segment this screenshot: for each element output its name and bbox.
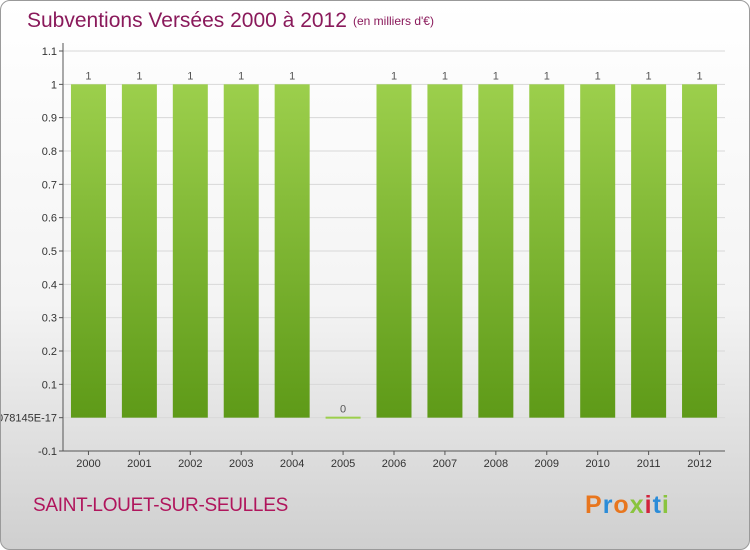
bar-value-label: 1 <box>391 70 397 82</box>
x-tick-label: 2006 <box>382 458 406 470</box>
x-tick-label: 2003 <box>229 458 253 470</box>
bar-value-label: 1 <box>289 70 295 82</box>
bar <box>580 84 615 417</box>
bar <box>529 84 564 417</box>
bar-value-label: 1 <box>136 70 142 82</box>
bar-value-label: 1 <box>85 70 91 82</box>
logo-letter: r <box>603 491 614 519</box>
x-tick-label: 2010 <box>585 458 609 470</box>
x-tick-label: 2011 <box>637 458 661 470</box>
y-tick-label: -0.1 <box>38 446 57 458</box>
bar-value-label: 1 <box>646 70 652 82</box>
y-tick-label: 0.1 <box>42 379 57 391</box>
x-tick-label: 2012 <box>687 458 711 470</box>
x-tick-label: 2001 <box>127 458 151 470</box>
bar <box>377 84 412 417</box>
bar-value-label: 1 <box>442 70 448 82</box>
bar <box>275 84 310 417</box>
x-tick-label: 2009 <box>535 458 559 470</box>
y-tick-label: 0.4 <box>42 279 57 291</box>
y-tick-label: 0.3 <box>42 313 57 325</box>
y-tick-label: 0.9 <box>42 113 57 125</box>
bar-value-label: 1 <box>595 70 601 82</box>
bar <box>122 84 157 417</box>
bar <box>682 84 717 417</box>
x-tick-label: 2008 <box>484 458 508 470</box>
y-tick-label: 0.2 <box>42 346 57 358</box>
logo-letter: P <box>585 491 603 519</box>
y-tick-label: 1 <box>51 79 57 91</box>
x-tick-label: 2005 <box>331 458 355 470</box>
bar <box>224 84 259 417</box>
x-tick-label: 2000 <box>76 458 100 470</box>
bar-value-label: 0 <box>340 404 346 416</box>
bar-value-label: 1 <box>696 70 702 82</box>
x-tick-label: 2002 <box>178 458 202 470</box>
logo-letter: i <box>645 491 653 519</box>
logo-letter: t <box>653 491 662 519</box>
y-tick-label: 0.5 <box>42 246 57 258</box>
bar <box>631 84 666 417</box>
chart-frame: Subventions Versées 2000 à 2012 (en mill… <box>0 0 750 550</box>
y-tick-label: 0.6 <box>42 213 57 225</box>
x-tick-label: 2004 <box>280 458 304 470</box>
logo-letter: x <box>630 491 645 519</box>
bar <box>71 84 106 417</box>
bar <box>326 417 361 419</box>
commune-name: SAINT-LOUET-SUR-SEULLES <box>33 495 288 517</box>
bar-value-label: 1 <box>493 70 499 82</box>
proxiti-logo: Proxiti <box>585 491 670 520</box>
y-tick-label: 0.7 <box>42 179 57 191</box>
bar-value-label: 1 <box>187 70 193 82</box>
bar <box>173 84 208 417</box>
bar-chart: -0.1 1.38777878078145E-17 0.1 0.2 0.3 0.4 0.5 0… <box>1 1 749 549</box>
y-tick-label: 1.1 <box>42 46 57 58</box>
bar <box>478 84 513 417</box>
logo-letter: i <box>662 491 670 519</box>
logo-letter: o <box>613 491 629 519</box>
y-tick-label: 0.8 <box>42 146 57 158</box>
bar-value-label: 1 <box>544 70 550 82</box>
y-tick-label: 1.38777878078145E-17 <box>1 413 57 425</box>
bar-value-label: 1 <box>238 70 244 82</box>
x-tick-label: 2007 <box>433 458 457 470</box>
bar <box>427 84 462 417</box>
